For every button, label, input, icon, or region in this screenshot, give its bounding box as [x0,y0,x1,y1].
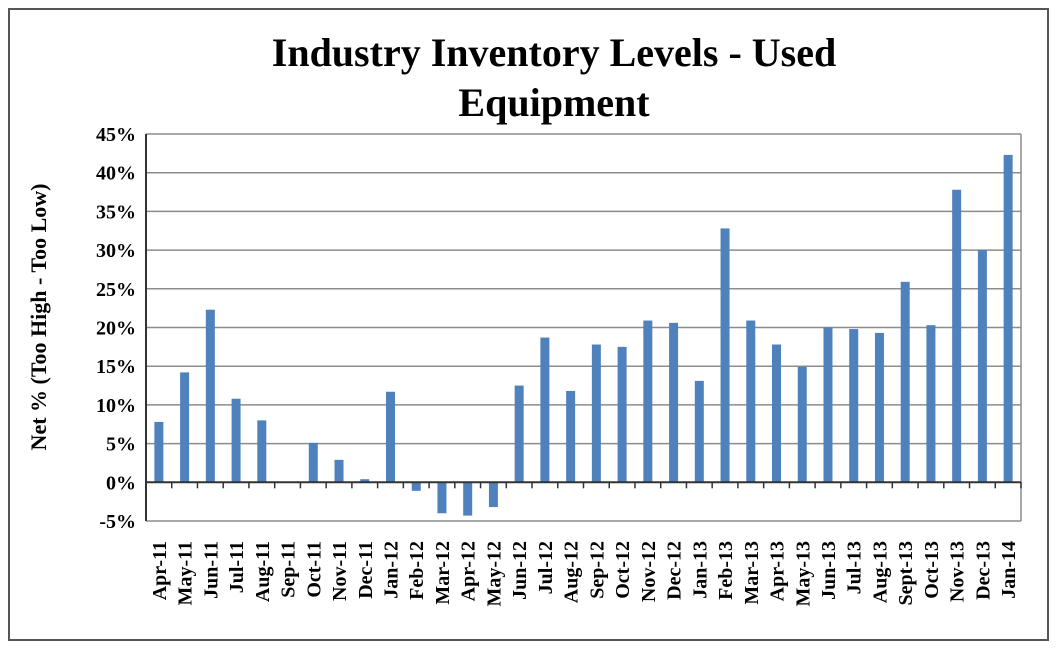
x-tick-label: Nov-12 [638,541,660,602]
bar [540,337,550,483]
x-tick-label: Jan-12 [380,541,402,599]
y-tick-label: -5% [99,511,136,533]
bar [308,442,318,483]
bar [437,482,447,514]
x-tick-label: Apr-13 [767,541,789,601]
bar [797,366,807,483]
x-tick-label: Oct-11 [303,541,325,598]
bar [720,228,730,483]
x-tick-label: Aug-13 [869,541,891,603]
x-tick-label: May-11 [175,541,197,605]
bar [874,332,884,483]
bar [669,322,679,483]
x-tick-label: Jan-13 [689,541,711,599]
x-tick-label: Dec-11 [355,541,377,599]
x-tick-label: Nov-11 [329,541,351,601]
chart-title-line-1: Industry Inventory Levels - Used [272,30,836,75]
bar [411,482,421,491]
x-tick-label: Feb-13 [715,541,737,600]
x-tick-label: Sep-11 [278,541,300,598]
bar [257,420,267,483]
bar [772,344,782,483]
y-tick-label: 45% [96,124,136,146]
bar [591,344,601,483]
bar [746,320,756,483]
y-tick-label: 15% [96,356,136,378]
bar [694,380,704,483]
bar [849,329,859,483]
x-tick-label: Dec-13 [972,541,994,600]
bar [643,320,653,483]
x-tick-label: Jul-13 [844,541,866,594]
y-tick-label: 25% [96,279,136,301]
x-tick-label: Jun-13 [818,541,840,600]
x-tick-label: Oct-12 [612,541,634,599]
x-tick-label: May-13 [792,541,814,607]
bar [977,250,987,483]
bar [514,385,524,483]
y-tick-label: 20% [96,318,136,340]
y-tick-label: 0% [106,472,136,494]
bar [180,372,190,483]
bar [823,327,833,483]
x-tick-label: Oct-13 [921,541,943,599]
x-tick-label: Dec-12 [664,541,686,600]
gridlines [146,133,1021,522]
x-tick-label: Feb-12 [406,541,428,600]
x-tick-label: Jan-14 [998,541,1020,599]
bar [385,391,395,483]
x-tick-label: Mar-12 [432,541,454,605]
x-tick-label: Mar-13 [741,541,763,605]
y-tick-label: 5% [106,434,136,456]
y-tick-label: 35% [96,201,136,223]
bar [926,325,936,483]
x-tick-label: Sep-12 [586,541,608,599]
bar [488,482,498,508]
x-tick-label: Aug-12 [561,541,583,603]
y-tick-label: 10% [96,395,136,417]
bar [334,459,344,483]
bar [360,479,370,483]
x-tick-label: May-12 [483,541,505,607]
x-tick-label: Apr-12 [458,541,480,601]
bar [463,482,473,516]
x-tick-label: Jun-11 [200,541,222,599]
bar [617,346,627,483]
bar [900,281,910,483]
axes [145,134,1022,521]
chart-title-line-2: Equipment [458,80,650,125]
x-tick-label: Nov-13 [947,541,969,602]
x-tick-label: Sept-13 [895,541,917,605]
bar [952,189,962,483]
chart-frame [8,8,1049,641]
x-tick-labels: Apr-11 May-11 Jun-11 Jul-11 Aug-11 Sep-11 Oct-… [149,541,1020,607]
y-tick-label: 40% [96,163,136,185]
bar [566,390,576,483]
bars [154,154,1013,516]
bar [1003,154,1013,483]
bar [205,309,215,483]
x-tick-label: Aug-11 [252,541,274,602]
bar [154,421,164,483]
bar [231,398,241,483]
x-tick-label: Jun-12 [509,541,531,600]
y-tick-label: 30% [96,240,136,262]
y-tick-labels: 45% 40% 35% 30% 25% 20% 15% 10% 5% 0% -5% [96,124,136,533]
x-tick-label: Jul-11 [226,541,248,593]
x-tick-label: Jul-12 [535,541,557,594]
y-axis-label: Net % (Too High - Too Low) [26,184,51,451]
x-tick-label: Apr-11 [149,541,171,600]
